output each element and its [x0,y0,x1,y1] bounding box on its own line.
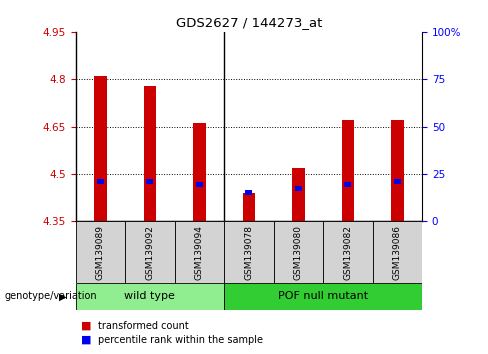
FancyBboxPatch shape [125,221,175,283]
Text: GSM139094: GSM139094 [195,225,204,280]
FancyBboxPatch shape [373,221,422,283]
Bar [193,124,205,221]
FancyBboxPatch shape [224,221,274,283]
Text: genotype/variation: genotype/variation [5,291,98,302]
Bar [196,182,203,188]
Bar [342,120,354,221]
FancyBboxPatch shape [274,221,323,283]
FancyBboxPatch shape [323,221,373,283]
Bar [245,190,252,195]
Text: ▶: ▶ [59,291,66,302]
FancyBboxPatch shape [224,283,422,310]
Text: transformed count: transformed count [98,321,188,331]
FancyBboxPatch shape [175,221,224,283]
Text: GSM139092: GSM139092 [145,225,154,280]
Text: GSM139086: GSM139086 [393,225,402,280]
Bar [292,167,305,221]
Text: wild type: wild type [124,291,175,302]
Bar [146,179,153,184]
Bar [143,86,156,221]
FancyBboxPatch shape [76,283,224,310]
Text: GSM139078: GSM139078 [244,225,253,280]
FancyBboxPatch shape [76,221,125,283]
Title: GDS2627 / 144273_at: GDS2627 / 144273_at [176,16,322,29]
Bar [345,182,351,188]
Text: GSM139080: GSM139080 [294,225,303,280]
Bar [295,185,302,191]
Text: ■: ■ [81,321,91,331]
Bar [394,179,401,184]
Text: percentile rank within the sample: percentile rank within the sample [98,335,263,345]
Text: GSM139082: GSM139082 [344,225,352,280]
Bar [243,193,255,221]
Text: ■: ■ [81,335,91,345]
Bar [391,120,404,221]
Text: GSM139089: GSM139089 [96,225,105,280]
Text: POF null mutant: POF null mutant [278,291,368,302]
Bar [94,76,106,221]
Bar [97,179,104,184]
